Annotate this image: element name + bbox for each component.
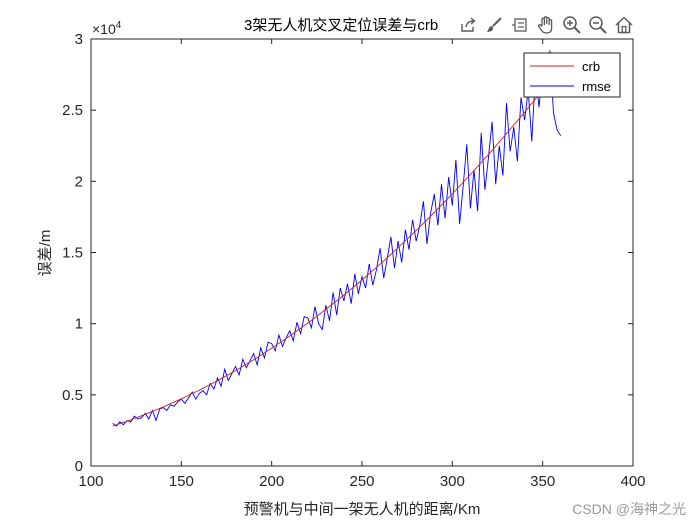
home-icon [615,16,633,34]
zoom-in-icon [563,16,581,34]
export-button[interactable] [456,12,480,38]
y-tick-label: 3 [75,31,83,48]
watermark: CSDN @海神之光 [572,501,686,517]
x-tick-label: 250 [349,473,374,490]
x-axis-label: 预警机与中间一架无人机的距离/Km [244,501,481,518]
export-icon [461,17,476,32]
figure-toolbar [456,10,636,40]
x-tick-label: 100 [78,473,103,490]
home-button[interactable] [612,12,636,38]
zoom-out-icon [589,16,607,34]
y-tick-label: 1.5 [62,245,83,262]
series-line-crb [112,68,562,427]
x-tick-label: 150 [169,473,194,490]
tick-layer [90,38,634,467]
zoom-in-button[interactable] [560,12,584,38]
y-tick-labels: 0 0.5 1 1.5 2 2.5 3 [62,31,83,475]
plot-area[interactable] [90,38,634,467]
y-tick-label: 2.5 [62,102,83,119]
legend-rmse-label: rmse [582,79,611,94]
chart-title: 3架无人机交叉定位误差与crb [244,16,438,34]
series-layer [112,50,562,427]
zoom-out-button[interactable] [586,12,610,38]
pan-button[interactable] [534,12,558,38]
brush-button[interactable] [482,12,506,38]
y-tick-label: 2 [75,173,83,190]
pan-hand-icon [538,16,553,34]
y-tick-label: 0 [75,458,83,475]
x-tick-label: 300 [440,473,465,490]
x-tick-label: 200 [259,473,284,490]
legend-crb-label: crb [582,59,600,74]
y-tick-label: 0.5 [62,387,83,404]
y-exponent-label: ×104 [92,20,122,37]
x-tick-label: 350 [530,473,555,490]
data-tips-button[interactable] [508,12,532,38]
y-tick-label: 1 [75,316,83,333]
brush-icon [487,17,502,32]
legend-box [523,52,621,98]
y-axis-label: 误差/m [37,230,54,277]
x-tick-label: 400 [620,473,645,490]
x-tick-labels: 100 150 200 250 300 350 400 [78,473,645,490]
legend[interactable]: crb rmse [523,52,621,98]
series-line-rmse [112,50,562,427]
data-tips-icon [512,18,527,32]
